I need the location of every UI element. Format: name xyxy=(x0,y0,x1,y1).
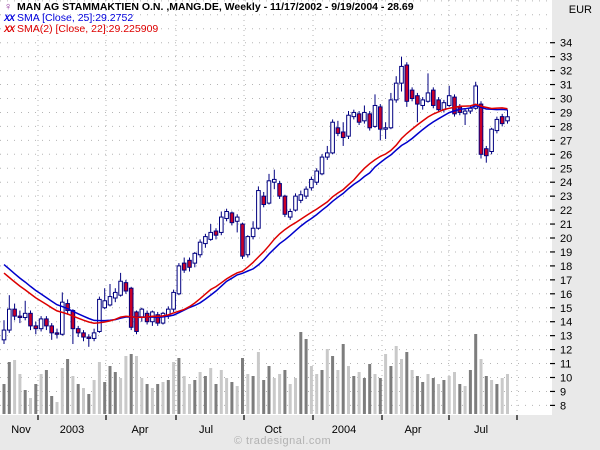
price-tick-label: 30 xyxy=(560,94,572,106)
sma-22-line xyxy=(3,103,508,324)
chart-legend: ♀ MAN AG STAMMAKTIEN O.N. ,MANG.DE, Week… xyxy=(4,2,414,35)
time-axis-label: Nov xyxy=(11,424,31,436)
price-tick-label: 25 xyxy=(560,163,572,175)
currency-axis-label: EUR xyxy=(568,4,592,16)
time-axis-label: Oct xyxy=(264,424,281,436)
price-tick-label: 34 xyxy=(560,38,572,50)
time-axis-label: 2004 xyxy=(332,424,356,436)
price-tick-label: 20 xyxy=(560,233,572,245)
price-tick-label: 18 xyxy=(560,261,572,273)
volume-layer xyxy=(2,332,509,414)
sma25-zigzag-icon: XX xyxy=(4,13,15,23)
time-axis-label: Jul xyxy=(474,424,488,436)
price-tick-label: 29 xyxy=(560,107,572,119)
indicator-row-sma22[interactable]: XX SMA(2) [Close, 22]:29.225909 xyxy=(4,23,414,35)
sma-25-line xyxy=(3,105,508,322)
price-tick-label: 23 xyxy=(560,191,572,203)
sma22-legend-label: SMA(2) [Close, 22]:29.225909 xyxy=(17,23,159,35)
price-tick-label: 13 xyxy=(560,331,572,343)
time-axis-label: Apr xyxy=(404,424,421,436)
indicator-row-sma25[interactable]: XX SMA [Close, 25]:29.2752 xyxy=(4,12,414,24)
price-tick-label: 12 xyxy=(560,345,572,357)
sma22-zigzag-icon: XX xyxy=(4,24,15,34)
price-tick-label: 24 xyxy=(560,177,572,189)
price-scale-panel xyxy=(552,0,600,450)
tradesignal-watermark: © tradesignal.com xyxy=(233,435,332,447)
instrument-title-row[interactable]: ♀ MAN AG STAMMAKTIEN O.N. ,MANG.DE, Week… xyxy=(4,1,414,13)
price-tick-label: 31 xyxy=(560,80,572,92)
time-scale-panel xyxy=(0,415,600,450)
price-tick-label: 27 xyxy=(560,135,572,147)
price-tick-label: 19 xyxy=(560,247,572,259)
price-tick-label: 21 xyxy=(560,219,572,231)
price-tick-label: 16 xyxy=(560,289,572,301)
grid-layer xyxy=(0,0,552,414)
price-tick-label: 14 xyxy=(560,317,572,329)
price-tick-label: 26 xyxy=(560,149,572,161)
candles-layer xyxy=(1,56,510,347)
sma-layer xyxy=(3,103,508,324)
instrument-title: MAN AG STAMMAKTIEN O.N. ,MANG.DE, Weekly… xyxy=(17,1,414,13)
price-tick-label: 28 xyxy=(560,121,572,133)
price-tick-label: 22 xyxy=(560,205,572,217)
price-tick-label: 33 xyxy=(560,52,572,64)
instrument-marker-icon: ♀ xyxy=(4,1,13,13)
price-tick-label: 9 xyxy=(560,386,566,398)
time-axis-label: 2003 xyxy=(60,424,84,436)
price-tick-label: 11 xyxy=(560,359,571,371)
sma25-legend-label: SMA [Close, 25]:29.2752 xyxy=(17,12,134,24)
time-axis-label: Apr xyxy=(131,424,148,436)
price-tick-label: 15 xyxy=(560,303,572,315)
price-scale-layer: 8 910 11 12 13 14 15 16 17 18 19 20 21 22 23 24 25 26 27 28… xyxy=(550,38,572,412)
time-scale-layer: Nov 2003 Apr Jul Oct 2004 Apr Jul xyxy=(11,415,518,436)
price-tick-label: 8 xyxy=(560,400,566,412)
price-tick-label: 32 xyxy=(560,66,572,78)
price-tick-label: 17 xyxy=(560,275,572,287)
price-tick-label: 10 xyxy=(560,373,572,385)
time-axis-label: Jul xyxy=(199,424,213,436)
